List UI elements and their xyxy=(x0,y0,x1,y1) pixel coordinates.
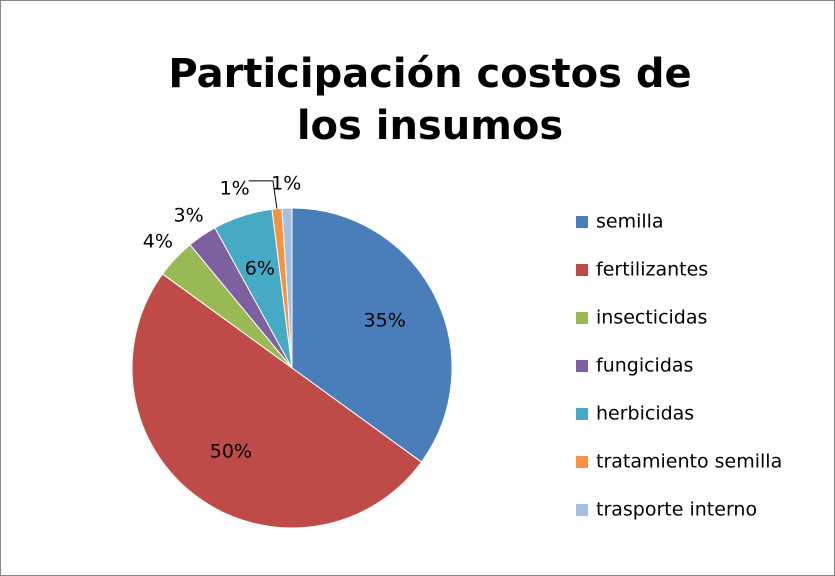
data-label: 1% xyxy=(271,173,301,195)
data-label: 35% xyxy=(364,309,406,331)
legend-label: fertilizantes xyxy=(596,259,708,281)
legend-swatch xyxy=(576,408,588,420)
data-label: 4% xyxy=(143,231,173,253)
data-label: 6% xyxy=(245,258,275,280)
legend-swatch xyxy=(576,456,588,468)
data-label: 1% xyxy=(220,177,250,199)
legend-label: trasporte interno xyxy=(596,499,757,521)
pie-slice xyxy=(131,273,423,529)
legend-swatch xyxy=(576,216,588,228)
legend-swatch xyxy=(576,312,588,324)
legend-label: tratamiento semilla xyxy=(596,451,782,473)
legend-swatch xyxy=(576,264,588,276)
legend-swatch xyxy=(576,504,588,516)
legend-label: herbicidas xyxy=(596,403,694,425)
data-label: 3% xyxy=(173,204,203,226)
legend-label: fungicidas xyxy=(596,355,693,377)
data-label: 50% xyxy=(210,441,252,463)
pie-slice xyxy=(281,207,293,369)
legend-swatch xyxy=(576,360,588,372)
legend-label: insecticidas xyxy=(596,307,707,329)
pie-slice xyxy=(291,207,453,463)
leader-line xyxy=(248,180,278,209)
legend-label: semilla xyxy=(596,211,664,233)
chart-title: Participación costos de los insumos xyxy=(168,51,692,149)
